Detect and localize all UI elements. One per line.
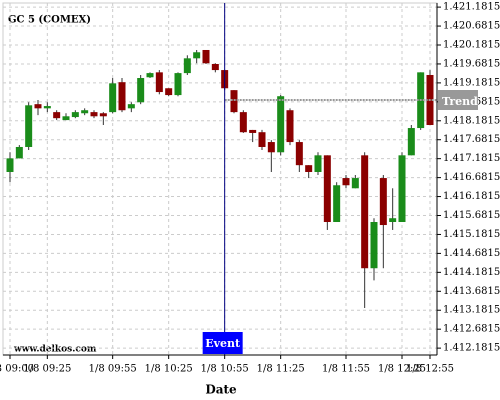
candle-body <box>183 58 191 74</box>
candle-body <box>267 142 275 153</box>
candle-body <box>398 155 406 223</box>
y-tick-label: 1.413.6815 <box>443 286 500 297</box>
candle-body <box>90 112 98 117</box>
x-tick-label: 1/8 12:25 <box>378 364 426 375</box>
y-tick-label: 1.414.6815 <box>443 248 500 259</box>
y-tick-label: 1.420.6815 <box>443 21 500 32</box>
y-tick-label: 1.412.6815 <box>443 324 500 335</box>
chart-title: GC 5 (COMEX) <box>8 15 91 26</box>
y-tick-label: 1.416.1815 <box>443 191 500 202</box>
candle-body <box>99 113 107 117</box>
y-tick-label: 1.412.1815 <box>443 343 500 354</box>
y-tick-label: 1.415.6815 <box>443 210 500 221</box>
x-tick-label: 1/8 12:55 <box>406 364 454 375</box>
y-tick-label: 1.416.6815 <box>443 172 500 183</box>
candle-body <box>127 104 135 109</box>
candle-body <box>351 178 359 189</box>
y-tick-label: 1.418.1815 <box>443 115 500 126</box>
trend-label-bg <box>438 89 478 110</box>
x-tick-label: 1/8 11:25 <box>257 364 305 375</box>
candle-body <box>379 178 387 226</box>
candle-body <box>81 110 89 114</box>
y-tick-label: 1.419.1815 <box>443 77 500 88</box>
y-tick-label: 1.420.1815 <box>443 40 500 51</box>
candle-body <box>118 82 126 111</box>
candle-body <box>137 78 145 103</box>
x-tick-label: 1/8 10:55 <box>201 364 249 375</box>
candle-body <box>53 112 61 119</box>
watermark: www.delkos.com <box>13 345 97 355</box>
candle-body <box>258 132 266 147</box>
candle-body <box>211 64 219 71</box>
candle-body <box>407 128 415 156</box>
candle-body <box>25 105 33 147</box>
candle-body <box>249 129 257 133</box>
candle-body <box>342 178 350 186</box>
y-tick-label: 1.417.6815 <box>443 134 500 145</box>
candle-body <box>239 112 247 133</box>
candle-body <box>230 90 238 113</box>
candle-body <box>333 185 341 223</box>
y-tick-label: 1.414.1815 <box>443 267 500 278</box>
candle-body <box>193 52 201 59</box>
candle-body <box>389 218 397 223</box>
candle-body <box>174 73 182 96</box>
candle-body <box>370 222 378 269</box>
plot-area <box>2 2 438 356</box>
event-label: Event <box>205 337 241 350</box>
candle-body <box>295 142 303 166</box>
candle-body <box>314 155 322 172</box>
x-tick-label: 1/8 09:25 <box>23 364 71 375</box>
candle-body <box>165 88 173 96</box>
candle-body <box>155 72 163 93</box>
candle-body <box>71 112 79 118</box>
y-tick-label: 1.415.1815 <box>443 229 500 240</box>
candle-body <box>43 106 51 109</box>
candle-body <box>305 165 313 172</box>
candle-body <box>323 155 331 223</box>
trend-label: Trend <box>442 95 478 108</box>
y-tick-label: 1.421.1815 <box>443 2 500 13</box>
x-tick-label: 1/8 09:55 <box>89 364 137 375</box>
y-tick-label: 1.413.1815 <box>443 305 500 316</box>
candle-body <box>34 104 42 109</box>
candle-body <box>62 116 70 121</box>
x-tick-label: 1/8 09:00 <box>0 364 34 375</box>
x-tick-label: 1/8 11:55 <box>322 364 370 375</box>
candle-body <box>15 146 23 159</box>
candle-body <box>286 110 294 143</box>
candle-body <box>109 83 117 113</box>
x-tick-label: 1/8 10:25 <box>145 364 193 375</box>
event-label-bg <box>202 332 243 354</box>
candle-body <box>146 73 154 78</box>
x-axis-label: Date <box>205 383 237 397</box>
candle-body <box>277 96 285 153</box>
candle-body <box>6 158 14 172</box>
y-tick-label: 1.419.6815 <box>443 58 500 69</box>
candle-body <box>361 155 369 269</box>
y-tick-label: 1.417.1815 <box>443 153 500 164</box>
candle-body <box>202 49 210 64</box>
